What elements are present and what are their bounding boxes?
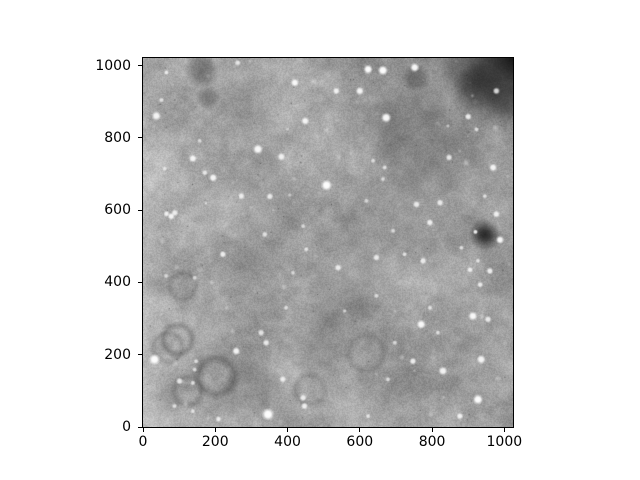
- x-tick-mark: [214, 428, 216, 432]
- y-tick-label: 600: [104, 202, 131, 219]
- x-tick-label: 600: [346, 434, 374, 450]
- x-tick-label: 0: [138, 434, 148, 450]
- plot-frame: [142, 57, 514, 428]
- y-tick-label: 800: [104, 129, 131, 146]
- y-tick-mark: [138, 137, 142, 139]
- y-tick-label: 0: [122, 419, 131, 435]
- x-tick-label: 1000: [486, 434, 523, 450]
- x-tick-mark: [287, 428, 289, 432]
- y-tick-mark: [138, 354, 142, 356]
- x-tick-mark: [142, 428, 144, 432]
- y-tick-mark: [138, 281, 142, 283]
- x-tick-mark: [503, 428, 505, 432]
- y-tick-label: 1000: [95, 57, 131, 74]
- y-tick-mark: [138, 209, 142, 211]
- y-tick-label: 200: [104, 346, 131, 363]
- x-tick-label: 200: [201, 434, 229, 450]
- x-tick-label: 800: [418, 434, 446, 450]
- y-tick-label: 400: [104, 274, 131, 291]
- x-tick-label: 400: [274, 434, 301, 450]
- y-tick-mark: [138, 65, 142, 67]
- y-tick-mark: [138, 426, 142, 428]
- x-tick-mark: [359, 428, 361, 432]
- x-tick-mark: [431, 428, 433, 432]
- image-plot-canvas: [143, 58, 513, 427]
